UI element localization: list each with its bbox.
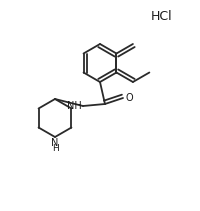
Text: N: N: [51, 138, 59, 148]
Text: HCl: HCl: [151, 9, 173, 23]
Text: O: O: [126, 93, 134, 103]
Text: NH: NH: [67, 101, 82, 111]
Text: H: H: [52, 144, 58, 153]
